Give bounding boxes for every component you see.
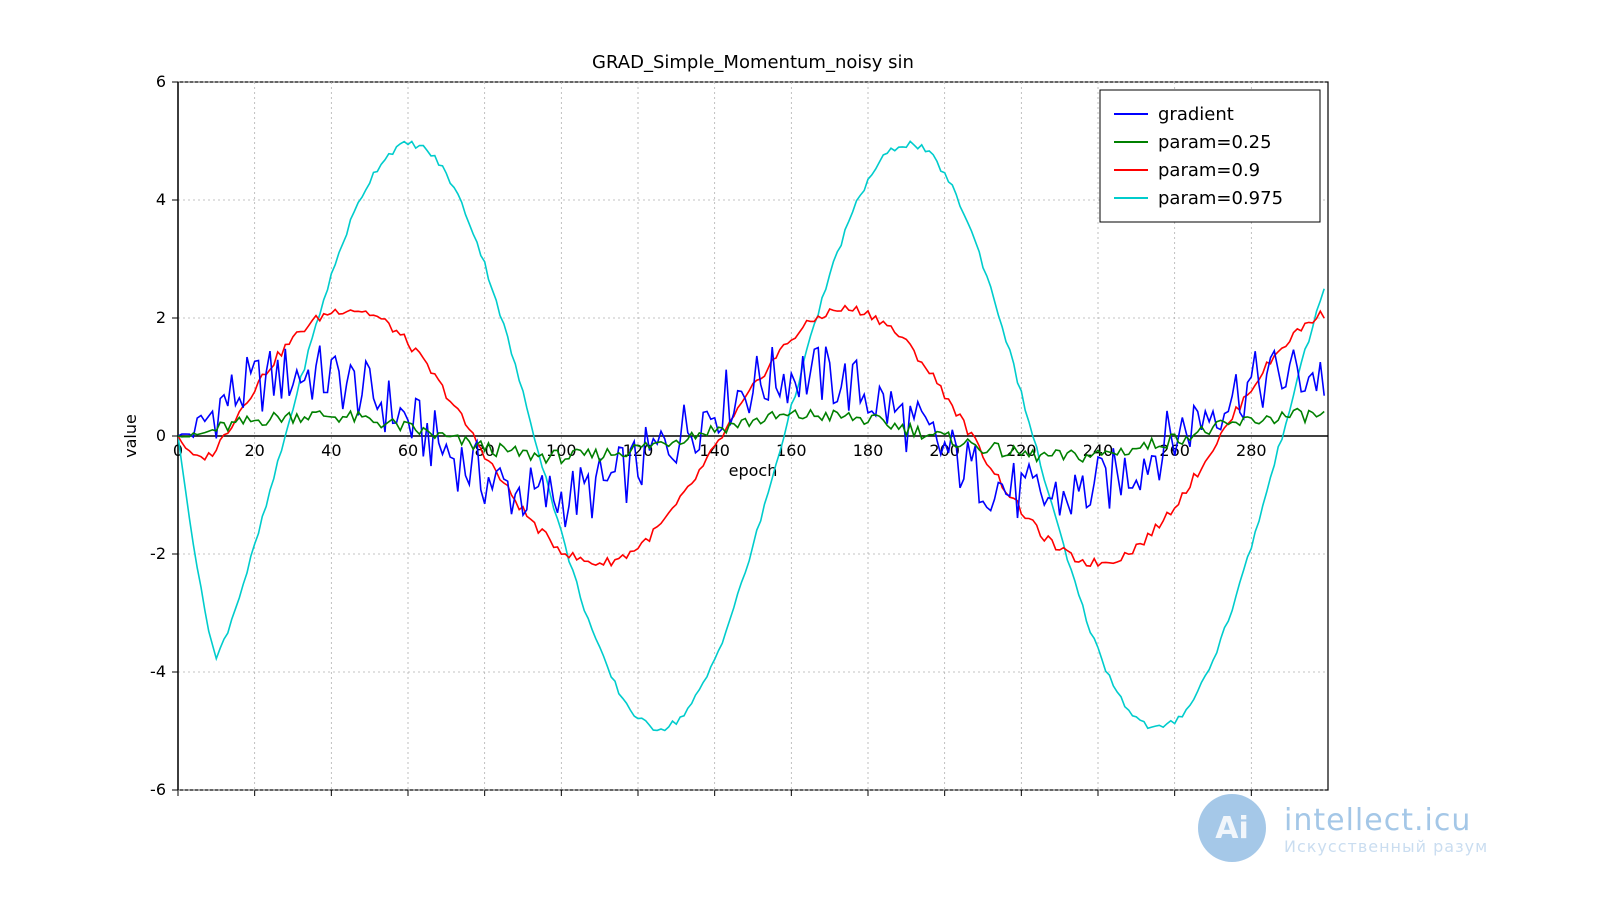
ytick-label: 6 xyxy=(156,72,166,91)
xtick-label: 100 xyxy=(546,441,577,460)
xtick-label: 180 xyxy=(853,441,884,460)
x-axis-label: epoch xyxy=(729,461,778,480)
watermark-main-text: intellect.icu xyxy=(1284,803,1471,838)
ytick-label: 0 xyxy=(156,426,166,445)
watermark-badge: Ai xyxy=(1215,811,1249,846)
xtick-label: 40 xyxy=(321,441,341,460)
xtick-label: 140 xyxy=(699,441,730,460)
chart-container: 020406080100120140160180200220240260280-… xyxy=(0,0,1600,900)
xtick-label: 60 xyxy=(398,441,418,460)
ytick-label: -4 xyxy=(150,662,166,681)
legend-label: param=0.25 xyxy=(1158,132,1272,153)
legend-label: param=0.975 xyxy=(1158,188,1283,209)
chart-svg: 020406080100120140160180200220240260280-… xyxy=(0,0,1600,900)
y-axis-label: value xyxy=(121,414,140,458)
legend-label: param=0.9 xyxy=(1158,160,1260,181)
ytick-label: 2 xyxy=(156,308,166,327)
ytick-label: 4 xyxy=(156,190,166,209)
chart-title: GRAD_Simple_Momentum_noisy sin xyxy=(592,52,914,73)
legend-label: gradient xyxy=(1158,104,1234,125)
ytick-label: -6 xyxy=(150,780,166,799)
watermark-sub-text: Искусственный разум xyxy=(1284,837,1488,856)
ytick-label: -2 xyxy=(150,544,166,563)
xtick-label: 280 xyxy=(1236,441,1267,460)
xtick-label: 20 xyxy=(244,441,264,460)
